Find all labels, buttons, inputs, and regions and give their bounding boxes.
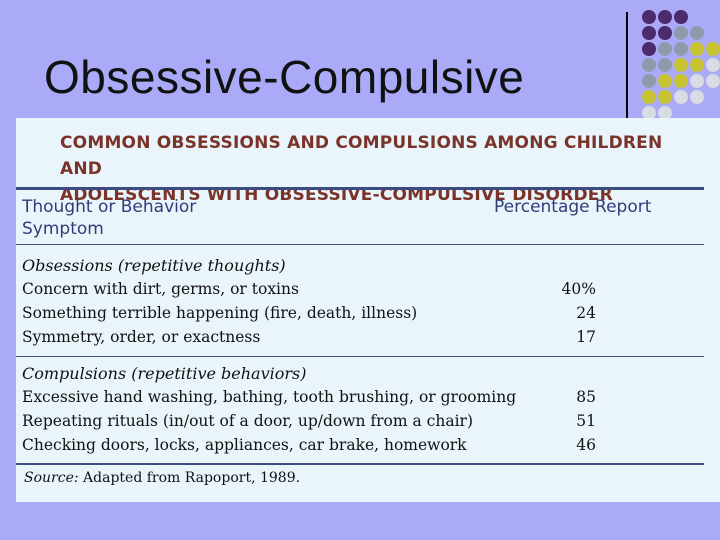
table-row-value: 40% [561,280,596,298]
bottom-rule [16,463,704,465]
decorative-dot [658,58,672,72]
section-rule [16,356,704,357]
source-text: Adapted from Rapoport, 1989. [78,470,301,486]
table-row-value: 24 [576,304,596,322]
decorative-dot [642,26,656,40]
decorative-dot [690,58,704,72]
decorative-dot [690,74,704,88]
table-heading-line1: COMMON OBSESSIONS AND COMPULSIONS AMONG … [60,133,663,179]
decorative-dot [658,106,672,120]
decorative-dot [674,10,688,24]
column-header-symptom-line1: Thought or Behavior [22,197,197,217]
decorative-dot [674,42,688,56]
decorative-dot [642,74,656,88]
decorative-dot [658,10,672,24]
table-heading-line2: ADOLESCENTS WITH OBSESSIVE-COMPULSIVE DI… [60,185,613,205]
column-header-symptom-line2: Symptom [22,219,104,239]
table-row-label: Symmetry, order, or exactness [22,328,261,346]
decorative-dot [642,106,656,120]
ocd-table-figure: COMMON OBSESSIONS AND COMPULSIONS AMONG … [16,118,720,502]
decorative-dot [690,42,704,56]
source-prefix: Source: [24,470,79,486]
table-row-value: 17 [576,328,596,346]
table-row-value: 51 [576,412,596,430]
decorative-dot [658,74,672,88]
decorative-dot [706,42,720,56]
top-rule [16,187,704,190]
decorative-dot [642,58,656,72]
source-note: Source: Adapted from Rapoport, 1989. [24,470,300,486]
decorative-dot [642,10,656,24]
table-row-value: 85 [576,388,596,406]
decorative-dot-grid [640,10,720,120]
decorative-dot [706,58,720,72]
decorative-dot [706,74,720,88]
table-row-label: Checking doors, locks, appliances, car b… [22,436,467,454]
decorative-dot [642,42,656,56]
table-row-label: Concern with dirt, germs, or toxins [22,280,299,298]
decorative-dot [674,74,688,88]
header-rule [16,244,704,245]
decorative-dot [674,26,688,40]
compulsions-section-title: Compulsions (repetitive behaviors) [22,364,307,383]
table-row-label: Something terrible happening (fire, deat… [22,304,418,322]
decorative-dot [658,90,672,104]
decorative-dot [658,42,672,56]
table-row-value: 46 [576,436,596,454]
decorative-dot [690,26,704,40]
decorative-dot [658,26,672,40]
table-heading: COMMON OBSESSIONS AND COMPULSIONS AMONG … [60,130,680,208]
decorative-dot [674,58,688,72]
decorative-dot [690,90,704,104]
decorative-dot [642,90,656,104]
title-divider-line [626,12,628,122]
column-header-symptom: Thought or Behavior Symptom [22,196,196,240]
obsessions-section-title: Obsessions (repetitive thoughts) [22,256,286,275]
decorative-dot [674,90,688,104]
table-row-label: Excessive hand washing, bathing, tooth b… [22,388,517,406]
table-row-label: Repeating rituals (in/out of a door, up/… [22,412,473,430]
slide-title: Obsessive-Compulsive [44,51,525,103]
column-header-percentage: Percentage Report [494,197,652,217]
